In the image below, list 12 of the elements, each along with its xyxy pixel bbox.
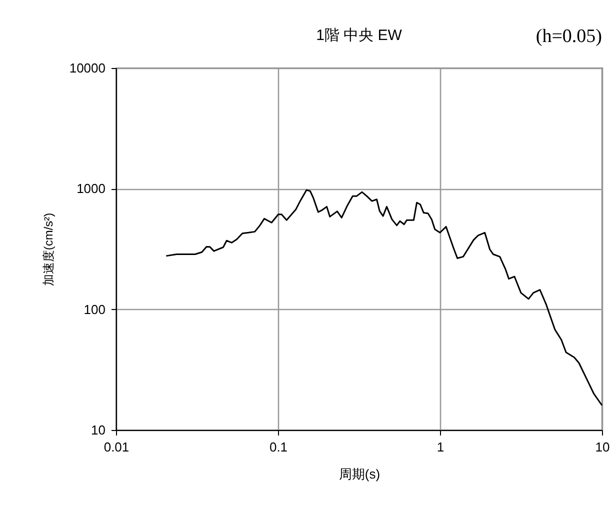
y-tick-label: 10 [91, 422, 106, 438]
x-tick-label: 10 [595, 440, 610, 454]
x-tick-label: 1 [436, 440, 444, 454]
y-axis-title: 加速度(cm/s²) [41, 212, 56, 286]
y-tick-label: 1000 [76, 181, 106, 196]
x-tick-label: 0.01 [104, 440, 130, 454]
x-axis-title: 周期(s) [338, 466, 380, 482]
chart-title: 1階 中央 EW [316, 27, 403, 44]
y-tick-label: 10000 [69, 60, 106, 76]
x-tick-label: 0.1 [269, 440, 288, 454]
y-tick-label: 100 [84, 302, 106, 317]
text: (h=0.05) [536, 26, 602, 47]
